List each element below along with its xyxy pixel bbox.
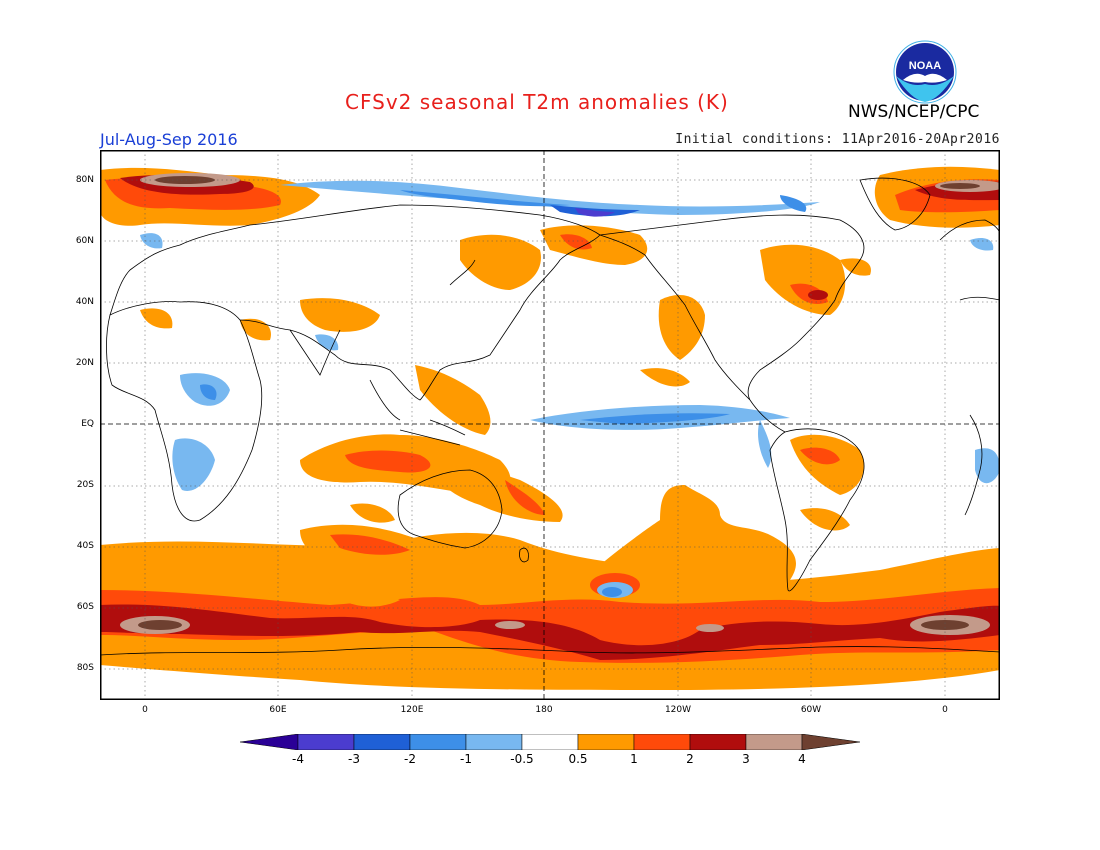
colorbar-swatch	[297, 733, 355, 751]
lon-label: 120E	[400, 705, 424, 715]
agency-label: NWS/NCEP/CPC	[848, 102, 980, 122]
map-frame	[100, 150, 1000, 700]
colorbar-label: 4	[798, 752, 806, 766]
colorbar-swatch	[577, 733, 635, 751]
colorbar-swatch-gt-4	[801, 733, 861, 751]
colorbar-swatch	[521, 733, 579, 751]
lat-label: 20S	[76, 480, 94, 490]
lon-label: 120W	[664, 705, 692, 715]
lon-label: 60W	[800, 705, 822, 715]
forecast-period: Jul-Aug-Sep 2016	[100, 130, 238, 149]
lon-label: 0	[142, 705, 148, 715]
lat-label: 80S	[76, 663, 94, 673]
equator-and-dateline	[100, 150, 1000, 700]
lat-label: 40N	[75, 297, 94, 307]
colorbar	[239, 733, 861, 754]
colorbar-swatch	[409, 733, 467, 751]
colorbar-label: -1	[460, 752, 472, 766]
colorbar-label: 3	[742, 752, 750, 766]
colorbar-label: 1	[630, 752, 638, 766]
lon-label: 180	[535, 705, 553, 715]
colorbar-label: -4	[292, 752, 304, 766]
noaa-logo: NOAA	[893, 40, 957, 108]
colorbar-label: 0.5	[568, 752, 588, 766]
colorbar-label: -0.5	[510, 752, 534, 766]
lat-label: 40S	[76, 541, 94, 551]
lat-label: EQ	[81, 419, 94, 429]
initial-conditions: Initial conditions: 11Apr2016-20Apr2016	[675, 132, 1000, 147]
lon-label: 0	[942, 705, 948, 715]
noaa-logo-text: NOAA	[909, 60, 941, 72]
lat-label: 60N	[75, 236, 94, 246]
lat-label: 60S	[76, 602, 94, 612]
colorbar-label: -2	[404, 752, 416, 766]
graticule	[100, 150, 1000, 700]
chart-title: CFSv2 seasonal T2m anomalies (K)	[345, 90, 729, 114]
colorbar-swatch-lt-4	[239, 733, 299, 751]
colorbar-swatch	[353, 733, 411, 751]
coastlines	[100, 177, 1000, 656]
colorbar-label: -3	[348, 752, 360, 766]
anomaly-map	[100, 150, 1000, 704]
lon-label: 60E	[269, 705, 287, 715]
lat-label: 20N	[75, 358, 94, 368]
colorbar-swatch	[633, 733, 691, 751]
colorbar-swatch	[689, 733, 747, 751]
lat-label: 80N	[75, 175, 94, 185]
colorbar-label: 2	[686, 752, 694, 766]
colorbar-swatch	[745, 733, 803, 751]
colorbar-swatch	[465, 733, 523, 751]
